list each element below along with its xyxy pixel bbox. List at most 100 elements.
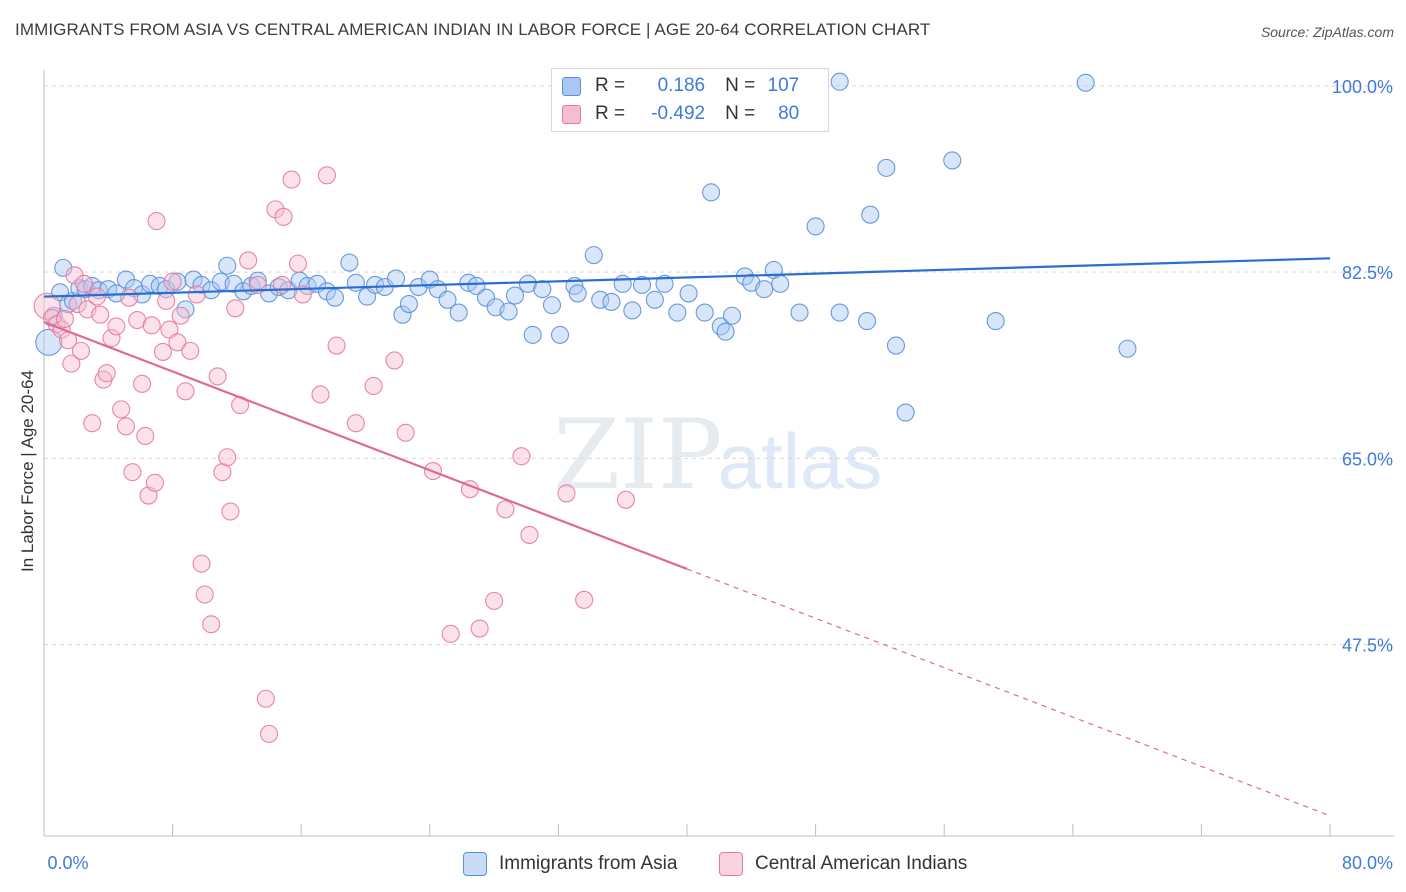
legend-r-label: R = [595, 75, 626, 96]
point-asia [668, 303, 687, 322]
legend-n-value: 80 [778, 103, 800, 124]
point-asia [877, 158, 896, 177]
point-asia [399, 295, 418, 314]
point-cai [282, 170, 301, 189]
y-tick-label: 82.5% [1342, 263, 1393, 283]
point-asia [340, 253, 359, 272]
legend-r-value: -0.492 [651, 103, 706, 124]
point-cai [208, 367, 227, 386]
point-cai [293, 285, 312, 304]
point-cai [123, 463, 142, 482]
point-cai [364, 376, 383, 396]
point-cai [176, 382, 195, 401]
point-cai [496, 500, 515, 519]
point-cai [102, 329, 121, 348]
point-asia [550, 325, 570, 344]
point-cai [239, 251, 258, 270]
legend-row-asia: R = 0.186 N = 107 [562, 73, 799, 99]
point-cai [112, 400, 131, 419]
point-cai [272, 275, 291, 294]
point-asia [477, 288, 496, 307]
point-cai [616, 490, 635, 509]
bottom-legend-swatch-pink [719, 852, 743, 876]
point-cai [142, 316, 161, 335]
point-cai [346, 414, 365, 433]
source-note: Source: ZipAtlas.com [1260, 24, 1394, 40]
point-cai [470, 619, 489, 638]
point-asia [613, 274, 632, 293]
point-cai [221, 502, 240, 521]
trend-lines [43, 257, 1331, 817]
point-asia [99, 280, 118, 299]
point-cai [385, 351, 404, 370]
point-cai [520, 525, 539, 544]
point-cai [91, 305, 110, 324]
point-asia [224, 274, 243, 293]
point-cai [396, 423, 415, 442]
point-cai [327, 336, 346, 355]
point-asia [409, 277, 428, 297]
point-cai [274, 207, 293, 226]
point-asia [623, 301, 642, 320]
legend-n-label: N = [725, 75, 756, 96]
point-asia [886, 336, 906, 355]
point-asia [584, 246, 603, 265]
point-asia [679, 284, 698, 303]
y-tick-label: 47.5% [1342, 636, 1393, 656]
point-asia [523, 325, 542, 344]
point-cai [160, 320, 179, 339]
point-cai [181, 341, 200, 360]
point-cai [218, 448, 237, 467]
point-asia [1076, 73, 1095, 92]
legend-r-label: R = [595, 103, 626, 124]
point-asia [325, 288, 345, 307]
point-cai [97, 364, 116, 383]
point-asia [702, 183, 721, 202]
axes [43, 70, 1394, 837]
x-tick-label: 0.0% [47, 853, 88, 873]
point-asia [722, 306, 742, 325]
point-asia [632, 275, 652, 294]
point-asia [771, 274, 790, 293]
point-asia [192, 275, 211, 294]
y-tick-label: 100.0% [1332, 77, 1393, 97]
legend-n-value: 107 [767, 75, 800, 96]
point-asia [602, 292, 621, 311]
point-asia [755, 280, 774, 299]
point-cai [62, 354, 81, 373]
point-cai [157, 291, 176, 310]
watermark-zip: ZIP [553, 399, 722, 511]
point-asia [467, 276, 486, 296]
point-cai [133, 374, 152, 393]
point-asia [449, 303, 468, 322]
point-cai [512, 447, 531, 466]
tick-labels: 47.5% 65.0% 82.5% 100.0% 0.0% 80.0% [47, 77, 1393, 873]
point-asia [655, 274, 674, 293]
point-asia [711, 317, 730, 336]
point-asia [790, 303, 809, 322]
point-cai [311, 385, 330, 404]
point-cai [71, 341, 91, 360]
point-cai [202, 615, 221, 634]
point-cai [33, 292, 61, 320]
bottom-legend-label: Immigrants from Asia [499, 853, 678, 874]
point-asia [896, 403, 915, 422]
point-asia [218, 256, 237, 275]
point-cai [107, 317, 126, 336]
point-cai [120, 288, 139, 307]
watermark-atlas: atlas [718, 417, 883, 505]
correlation-legend: R = 0.186 N = 107 R = -0.492 N = 80 [551, 68, 829, 132]
y-tick-label: 65.0% [1342, 449, 1393, 469]
bottom-legend-cai: Central American Indians [719, 851, 967, 877]
point-cai [153, 342, 173, 361]
point-asia [393, 305, 412, 324]
point-asia [438, 290, 457, 309]
zipatlas-watermark: ZIP atlas [553, 399, 882, 511]
point-cai [168, 333, 187, 352]
point-asia [269, 277, 288, 297]
y-axis-label: In Labor Force | Age 20-64 [18, 370, 37, 572]
grid-lines [44, 85, 1394, 645]
point-cai [171, 306, 190, 325]
bottom-legend-swatch-blue [463, 852, 487, 876]
